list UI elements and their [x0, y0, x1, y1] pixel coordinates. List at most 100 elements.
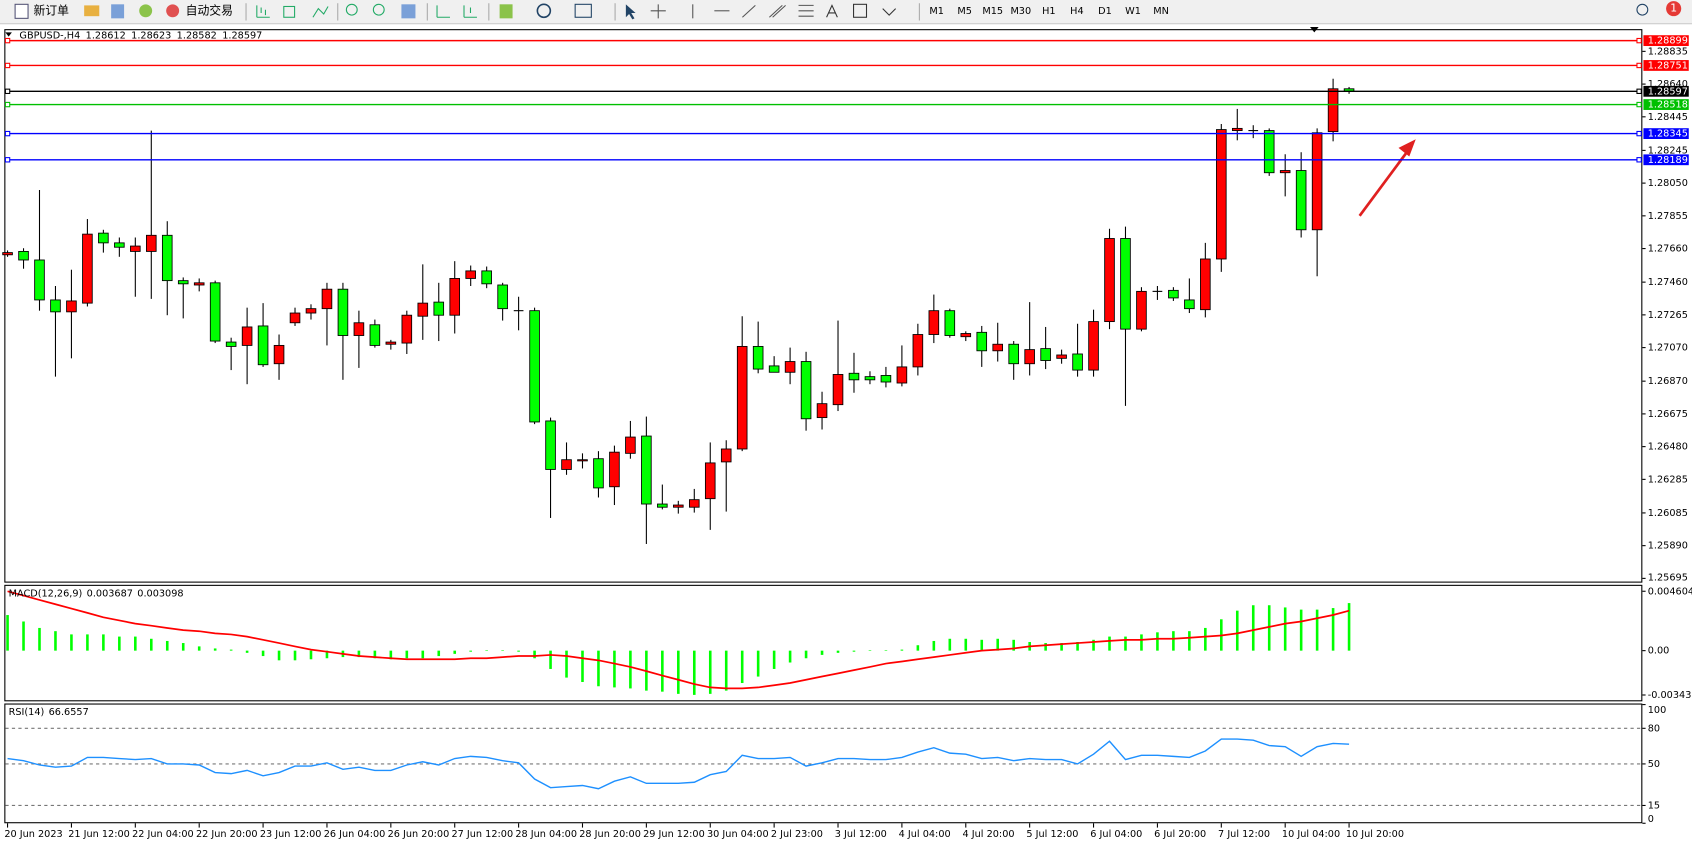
auto-trading-icon[interactable] [166, 4, 180, 18]
candle-body [497, 284, 508, 310]
timeframe-button[interactable]: H4 [1070, 6, 1083, 17]
macd-bar [1156, 632, 1159, 651]
candle-tool[interactable] [283, 5, 296, 18]
y-tick-label: -0.003438 [1648, 690, 1692, 701]
x-tick-label: 22 Jun 20:00 [196, 829, 258, 840]
timeframe-button[interactable]: M1 [929, 6, 944, 17]
timeframe-button[interactable]: M15 [982, 6, 1003, 17]
indicators[interactable] [499, 4, 513, 19]
macd-bar [102, 634, 105, 651]
candle-body [193, 282, 205, 286]
templates[interactable] [574, 3, 592, 18]
y-tick-label: 1.27460 [1648, 277, 1688, 288]
bar-chart-tool[interactable] [256, 5, 270, 18]
price-label: 1.28751 [1648, 60, 1688, 71]
macd-bar [868, 650, 872, 651]
fibo-tool[interactable] [798, 4, 814, 17]
price-label-box [1643, 99, 1689, 110]
x-tick-label: 23 Jun 12:00 [260, 829, 322, 840]
x-tick-label: 26 Jun 04:00 [324, 829, 386, 840]
toolbar-icon[interactable] [139, 4, 153, 18]
x-tick-label: 2 Jul 23:00 [771, 829, 823, 840]
tile-windows[interactable] [401, 4, 416, 19]
x-tick-label: 28 Jun 04:00 [515, 829, 577, 840]
crosshair-tool[interactable] [650, 4, 666, 19]
timeframe-button[interactable]: MN [1153, 6, 1169, 17]
macd-bar [453, 650, 457, 654]
candle-body [545, 420, 556, 470]
macd-bar [118, 636, 121, 651]
timeframe-button[interactable]: M5 [957, 6, 972, 17]
y-tick-label: 1.28245 [1648, 145, 1688, 156]
macd-bar [932, 640, 936, 651]
chart-layer: 1.28835 1.28640 1.28445 1.28245 1.28050 1.278… [2, 31, 1692, 840]
x-tick-label: 5 Jul 12:00 [1026, 829, 1078, 840]
x-tick-label: 3 Jul 12:00 [835, 829, 887, 840]
candle-body [465, 270, 476, 279]
macd-bar [629, 650, 632, 689]
macd-bar [996, 638, 1000, 651]
macd-bar [661, 650, 664, 692]
badge-count[interactable]: 1 [1670, 2, 1677, 15]
timeframe-button[interactable]: H1 [1042, 6, 1055, 17]
candle-body [688, 499, 700, 508]
zoom-in[interactable] [345, 3, 358, 16]
macd-panel [4, 584, 1643, 702]
macd-bar [980, 639, 984, 651]
macd-bar [708, 650, 712, 694]
macd-bar [293, 650, 297, 661]
macd-bar [1172, 631, 1175, 651]
macd-bar [277, 650, 281, 661]
candle-body [82, 233, 93, 304]
toolbar-icon[interactable] [111, 4, 125, 19]
new-order-icon[interactable] [14, 3, 29, 19]
candle-body [50, 299, 61, 313]
search[interactable] [1636, 3, 1649, 16]
auto-trading-button[interactable]: 自动交易 [186, 3, 233, 17]
zoom-out[interactable] [372, 3, 385, 16]
toolbar-icon[interactable] [84, 5, 100, 17]
autoscroll[interactable] [436, 5, 450, 18]
indicator-header: RSI(14) 66.6557 [9, 707, 89, 718]
trendline-tool[interactable] [742, 4, 756, 18]
arrows-tool[interactable] [882, 8, 897, 16]
macd-bar [804, 650, 808, 659]
price-line-handle [4, 88, 11, 95]
candle-body [880, 375, 892, 383]
candle-body [2, 252, 13, 256]
line-tool[interactable] [312, 6, 329, 18]
text-tool[interactable] [826, 4, 838, 18]
macd-bar [677, 650, 680, 694]
macd-bar [549, 650, 552, 669]
periods[interactable] [536, 3, 552, 19]
timeframe-button[interactable]: M30 [1010, 6, 1031, 17]
macd-bar [149, 638, 153, 651]
macd-bar [1331, 608, 1335, 651]
timeframe-button[interactable]: W1 [1125, 6, 1141, 17]
label-tool[interactable] [853, 3, 868, 18]
price-line-handle [1636, 62, 1642, 69]
candle-body [18, 250, 29, 261]
macd-bar [485, 650, 488, 651]
channel-tool[interactable] [769, 4, 786, 18]
header-item: 1.28582 [177, 31, 217, 42]
candle-body [66, 300, 77, 313]
x-tick-label: 21 Jun 12:00 [68, 829, 130, 840]
new-order-button[interactable]: 新订单 [33, 3, 69, 17]
candle-body [944, 310, 956, 336]
candle-body [864, 376, 876, 381]
x-tick-label: 6 Jul 04:00 [1090, 829, 1142, 840]
notification-badge[interactable] [1666, 1, 1682, 17]
candle-body [720, 448, 732, 463]
y-tick-label: 1.28640 [1648, 79, 1688, 90]
macd-bar [900, 649, 904, 651]
cursor-tool[interactable] [625, 4, 636, 20]
candle-body [976, 331, 988, 352]
timeframe-button[interactable]: D1 [1098, 6, 1112, 17]
candle-body [161, 234, 173, 282]
chart-shift[interactable] [463, 5, 477, 18]
shift-marker [1310, 26, 1319, 33]
macd-bar [1188, 631, 1191, 651]
toolbar-bg [0, 0, 1692, 24]
y-tick-label: 0 [1648, 814, 1654, 825]
